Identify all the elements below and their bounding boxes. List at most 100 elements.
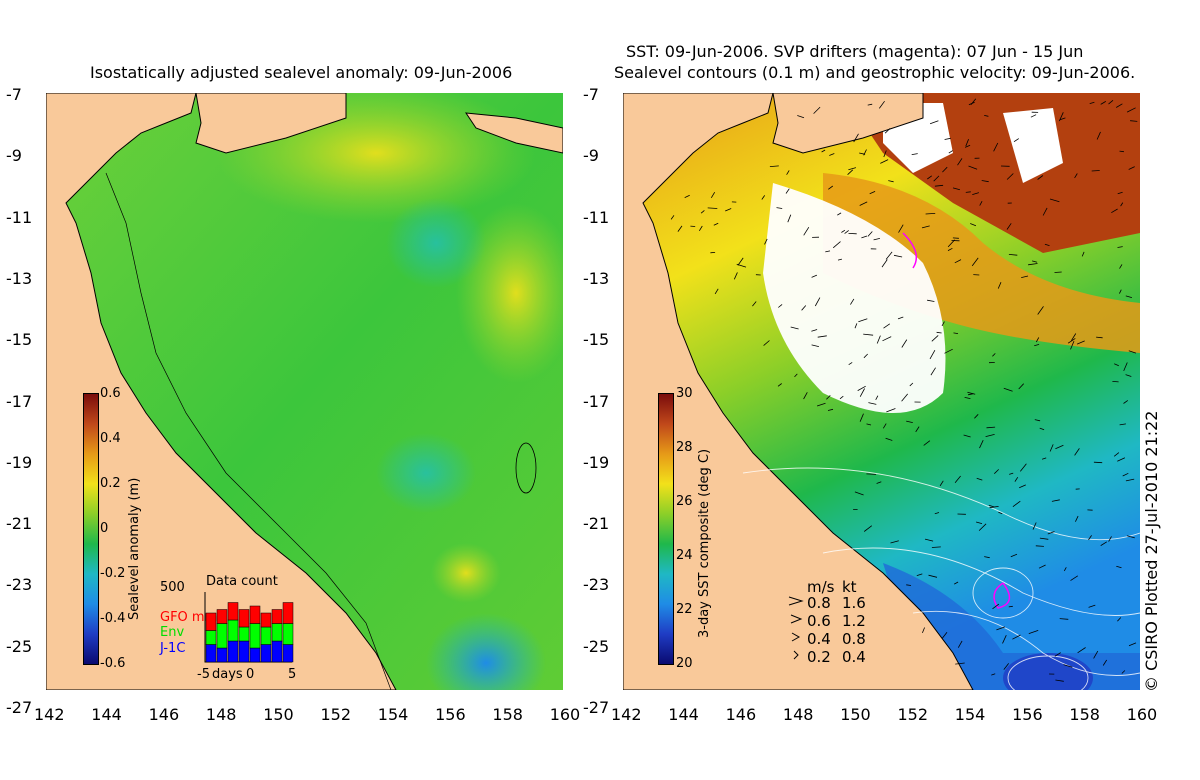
velocity-arrow [1123,362,1128,372]
velocity-arrow [1074,173,1078,179]
velocity-arrow [1113,452,1120,457]
velocity-arrow [1130,120,1138,122]
velocity-arrow [952,187,961,191]
velocity-arrow [1058,112,1064,122]
velocity-arrow [1031,260,1038,263]
velocity-arrow [844,230,849,234]
velocity-arrow [837,258,842,261]
velocity-arrow [933,175,940,182]
colorbar-label: 20 [676,656,693,671]
velocity-arrow [957,158,963,166]
y-tick-label: -23 [6,575,33,595]
velocity-legend-ms-header: m/s [807,578,835,596]
data-count-chart [204,592,294,663]
velocity-arrow [763,340,770,346]
velocity-arrow [967,391,976,395]
y-tick-label: -17 [583,391,610,411]
x-tick-label: 144 [668,705,699,724]
velocity-arrow [1075,515,1079,522]
velocity-arrow [1096,336,1103,339]
velocity-arrow [1012,634,1021,640]
velocity-arrow [859,388,865,397]
velocity-arrow [863,353,868,359]
y-tick-label: -7 [6,85,22,104]
j1c-label: J-1C [160,641,186,656]
velocity-arrow [677,225,683,232]
data-count-bar-env [216,623,228,649]
velocity-arrow [875,395,879,400]
velocity-arrow [1038,564,1046,569]
velocity-arrow [979,201,983,206]
x-tick-label: 154 [954,705,986,724]
velocity-arrow [922,627,925,634]
velocity-arrow [953,332,959,334]
y-tick-label: -15 [6,330,33,350]
y-tick-label: -25 [583,636,610,656]
data-count-bar-j1c [249,647,261,663]
velocity-arrow [936,331,942,334]
velocity-arrow [1119,264,1123,269]
velocity-arrow [1117,246,1123,248]
velocity-arrow [811,274,818,278]
velocity-arrow [858,318,868,323]
velocity-arrow [898,224,904,233]
velocity-arrow [988,504,995,508]
velocity-arrow [866,473,877,475]
velocity-arrow [811,329,818,332]
velocity-arrow [1093,461,1103,464]
velocity-arrow [927,175,933,180]
velocity-arrow [828,185,834,190]
svp-drifter-track [902,232,918,269]
velocity-arrow [976,477,983,481]
velocity-arrow [944,348,953,354]
x-tick-label: 148 [782,705,814,724]
velocity-arrow [1008,254,1018,256]
velocity-arrow [883,150,887,158]
velocity-arrow [974,414,979,419]
velocity-arrow [725,208,732,212]
velocity-arrow [944,137,951,140]
x-tick-label: 158 [492,705,523,724]
velocity-arrow [1059,618,1069,620]
velocity-arrow [1037,306,1044,315]
velocity-arrow [1006,173,1014,180]
velocity-arrow [841,229,846,233]
data-count-title: Data count [206,574,278,589]
velocity-arrow [859,201,868,206]
colorbar-label: 0.6 [100,386,121,401]
velocity-arrow [1039,537,1049,540]
velocity-arrow [968,101,975,106]
velocity-arrow [993,142,999,152]
y-tick-label: -9 [6,146,22,166]
velocity-arrow [965,191,971,193]
x-tick-label: 150 [840,705,871,724]
credit-text: © CSIRO Plotted 27-Jul-2010 21:22 [1142,410,1161,692]
velocity-arrow [998,511,1003,515]
velocity-arrow [861,235,868,239]
velocity-arrow [923,440,931,446]
y-tick-label: -19 [583,452,610,472]
velocity-arrow [1055,444,1064,450]
y-tick-label: -13 [6,268,33,288]
sst-warm-band [823,173,1140,353]
velocity-arrow [1044,243,1050,246]
velocity-arrow [837,212,842,216]
x-tick-label: 156 [1012,705,1043,724]
data-count-bar-j1c [205,644,217,663]
velocity-arrow [1041,457,1047,460]
colorbar-label: -0.2 [100,566,126,581]
sealevel-contours [742,467,1140,690]
sealevel-anomaly-map-graphic [46,93,563,690]
velocity-arrow [866,423,872,426]
velocity-arrow [978,523,987,531]
velocity-arrow [934,512,940,515]
sst-cold-eddy [1003,653,1093,690]
x-tick-label: 156 [435,705,466,724]
y-tick-label: -27 [583,698,610,717]
velocity-arrow [710,191,716,199]
velocity-arrow [868,402,877,405]
png-land-right [772,93,924,154]
velocity-arrow [1117,617,1122,622]
velocity-arrow [1102,659,1108,666]
x-tick-label: 144 [91,705,122,724]
